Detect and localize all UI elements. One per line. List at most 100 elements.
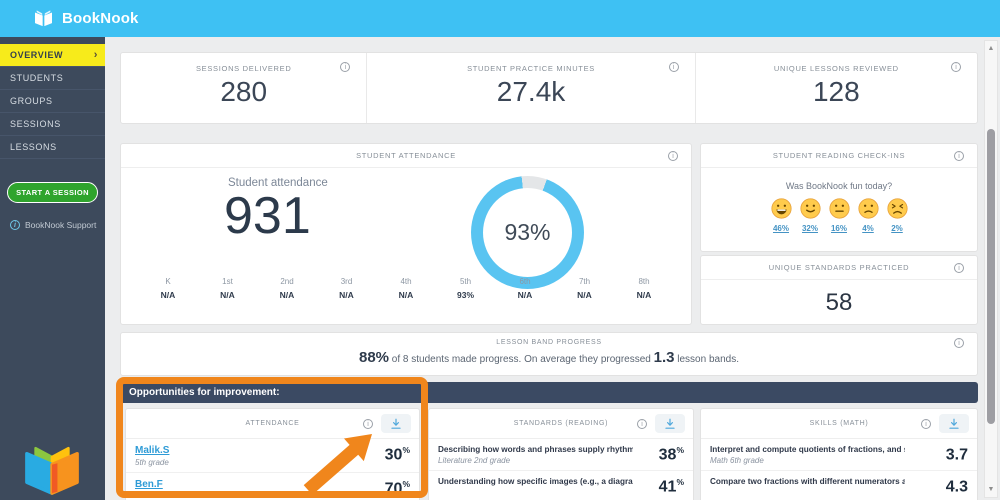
band-count: 1.3	[653, 349, 675, 366]
student-attendance-card: STUDENT ATTENDANCE Student attendance 93…	[120, 143, 692, 325]
grade-breakdown-row: K N/A 1st N/A 2nd N/A 3rd N/A 4th N/A 5th 93% …	[155, 277, 657, 300]
stat-value: 280	[220, 76, 268, 107]
row-value: 38%	[658, 445, 684, 464]
grade-name: 6th	[519, 277, 531, 286]
download-button[interactable]	[655, 414, 685, 433]
worried-face-icon	[857, 198, 879, 219]
table-row: Interpret and compute quotients of fract…	[701, 439, 977, 470]
card-header: ATTENDANCE	[126, 409, 419, 439]
grade-value: N/A	[279, 290, 295, 300]
top-stats-card: SESSIONS DELIVERED 280 STUDENT PRACTICE …	[120, 52, 978, 124]
mood-percent-link[interactable]: 4%	[862, 224, 874, 233]
row-left: Describing how words and phrases supply …	[438, 445, 633, 465]
download-button[interactable]	[381, 414, 411, 433]
table-row: Ben.F 70%	[126, 472, 419, 500]
sidebar-item-groups[interactable]: GROUPS	[0, 90, 105, 113]
band-percent: 88%	[359, 349, 390, 366]
table-row: Malik.S 5th grade 30%	[126, 439, 419, 472]
grade-value: N/A	[398, 290, 414, 300]
grinning-face-icon	[770, 198, 792, 219]
mood-percent-link[interactable]: 46%	[772, 224, 789, 233]
top-header-bar: BookNook	[0, 0, 1000, 37]
grade-name: 7th	[578, 277, 591, 286]
scrollbar-thumb[interactable]	[987, 129, 995, 424]
grade-value: N/A	[517, 290, 533, 300]
mood-percent-link[interactable]: 16%	[830, 224, 847, 233]
stat-label: UNIQUE LESSONS REVIEWED	[773, 64, 899, 73]
grade-value: 93%	[456, 290, 474, 300]
card-title: ATTENDANCE	[245, 420, 300, 427]
grade-name: K	[165, 277, 171, 286]
student-link[interactable]: Malik.S	[135, 445, 170, 456]
scrollbar-up-arrow[interactable]: ▲	[987, 45, 995, 52]
checkin-question: Was BookNook fun today?	[785, 181, 893, 191]
chevron-right-icon: ›	[93, 49, 98, 61]
row-left: Malik.S 5th grade	[135, 445, 169, 467]
grade-cell: 4th N/A	[393, 277, 419, 300]
sidebar-item-label: OVERVIEW	[10, 50, 64, 60]
stat-value: 27.4k	[496, 76, 566, 107]
table-row: Understanding how specific images (e.g.,…	[429, 470, 693, 500]
row-value: 30%	[384, 445, 410, 464]
row-grade: 5th grade	[135, 458, 169, 467]
grade-cell: 6th N/A	[512, 277, 538, 300]
stat-label: SESSIONS DELIVERED	[195, 64, 292, 73]
card-title: STUDENT READING CHECK-INS	[772, 151, 906, 160]
mood-smiling: 32%	[798, 198, 822, 233]
table-row: Compare two fractions with different num…	[701, 470, 977, 500]
sidebar-item-sessions[interactable]: SESSIONS	[0, 113, 105, 136]
mood-percent-link[interactable]: 2%	[891, 224, 903, 233]
row-left: Understanding how specific images (e.g.,…	[438, 477, 633, 488]
info-icon[interactable]	[954, 338, 964, 348]
row-value: 3.7	[945, 446, 968, 464]
band-text: lesson bands.	[674, 354, 739, 365]
sidebar-item-lessons[interactable]: LESSONS	[0, 136, 105, 159]
info-icon[interactable]	[921, 419, 931, 429]
info-icon[interactable]	[340, 62, 351, 72]
skill-name: Compare two fractions with different num…	[710, 477, 905, 486]
band-text: of 8 students made progress. On average …	[389, 354, 654, 365]
booknook-support-link[interactable]: BookNook Support	[10, 220, 96, 230]
info-icon[interactable]	[363, 419, 373, 429]
info-icon[interactable]	[954, 263, 964, 273]
attendance-count: 931	[224, 187, 311, 245]
grade-name: 1st	[222, 277, 233, 286]
download-icon	[949, 418, 959, 429]
skill-name: Interpret and compute quotients of fract…	[710, 445, 905, 454]
row-left: Interpret and compute quotients of fract…	[710, 445, 905, 465]
card-header: STUDENT ATTENDANCE	[121, 144, 691, 168]
standard-name: Understanding how specific images (e.g.,…	[438, 477, 633, 486]
student-link[interactable]: Ben.F	[135, 479, 163, 490]
grade-name: 8th	[638, 277, 650, 286]
sidebar-item-students[interactable]: STUDENTS	[0, 67, 105, 90]
info-icon[interactable]	[668, 151, 678, 161]
grade-value: N/A	[160, 290, 176, 300]
unique-standards-value: 58	[825, 289, 853, 316]
card-title: UNIQUE STANDARDS PRACTICED	[768, 263, 910, 272]
mood-percent-link[interactable]: 32%	[801, 224, 818, 233]
download-icon	[665, 418, 675, 429]
info-icon[interactable]	[668, 62, 679, 72]
sidebar: OVERVIEW › STUDENTS GROUPS SESSIONS LESS…	[0, 37, 105, 500]
mood-grinning: 46%	[769, 198, 793, 233]
booknook-book-logo	[25, 446, 79, 495]
grade-cell: 1st N/A	[215, 277, 241, 300]
grade-value: N/A	[636, 290, 652, 300]
grade-name: 2nd	[280, 277, 294, 286]
info-icon[interactable]	[954, 151, 964, 161]
grade-value: N/A	[220, 290, 235, 300]
grade-cell: 5th 93%	[453, 277, 479, 300]
info-icon[interactable]	[951, 62, 961, 72]
download-icon	[391, 418, 401, 429]
start-a-session-button[interactable]: START A SESSION	[7, 182, 98, 203]
stat-sessions-delivered: SESSIONS DELIVERED 280	[121, 53, 368, 123]
info-icon[interactable]	[637, 419, 647, 429]
grade-cell: 3rd N/A	[334, 277, 360, 300]
attendance-label: Student attendance	[228, 177, 328, 189]
vertical-scrollbar: ▲ ▼	[984, 40, 998, 498]
sidebar-nav: OVERVIEW › STUDENTS GROUPS SESSIONS LESS…	[0, 37, 105, 159]
download-button[interactable]	[939, 414, 969, 433]
card-title: SKILLS (MATH)	[809, 420, 869, 427]
sidebar-item-overview[interactable]: OVERVIEW ›	[0, 44, 105, 67]
scrollbar-down-arrow[interactable]: ▼	[987, 486, 995, 493]
